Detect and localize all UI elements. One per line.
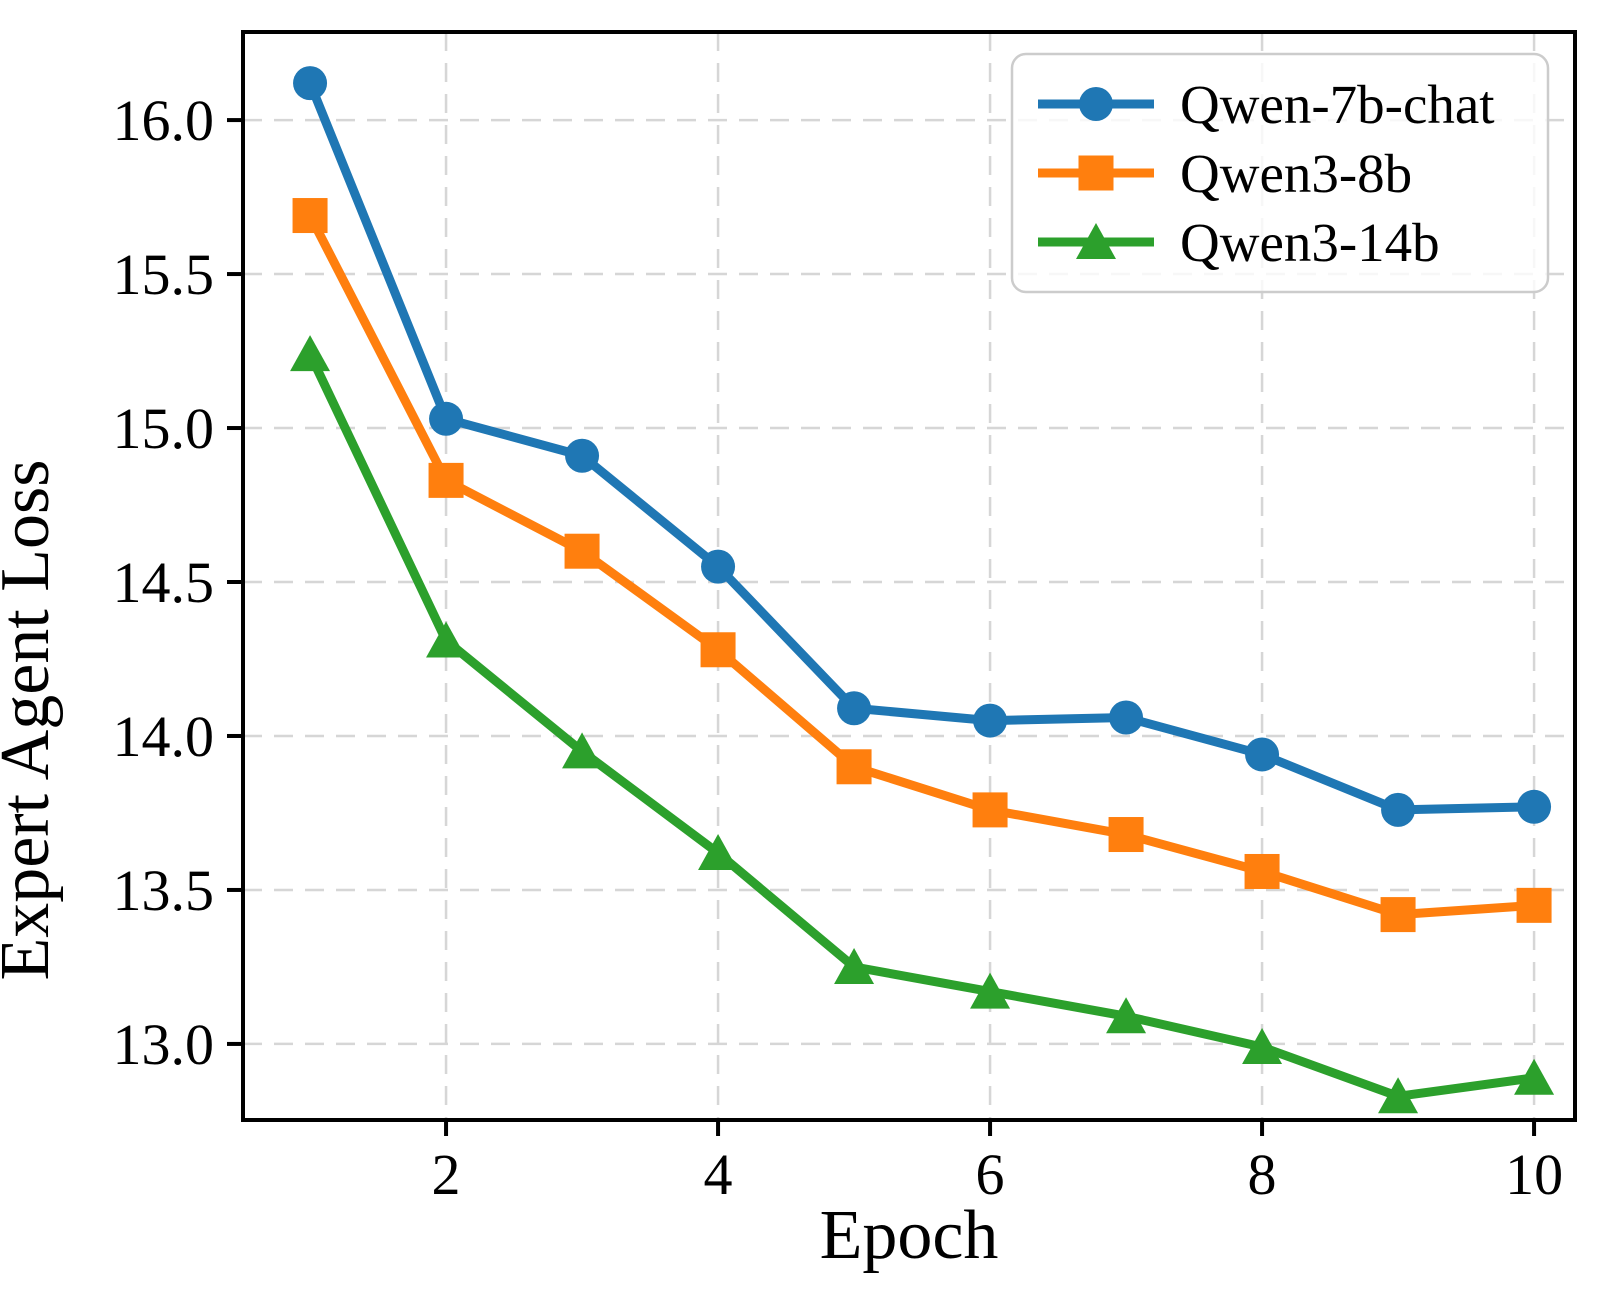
legend-square-marker [1078,155,1114,191]
legend-box [1010,52,1550,294]
circle-marker [701,549,736,584]
series-line [305,78,1539,815]
square-marker [1380,897,1416,933]
x-tick-label: 2 [432,1142,461,1207]
axes-group: 2 4 6 8 10 13.0 13.5 14.0 14.5 15.0 15.5 16.0 [113,30,1577,1207]
legend-circle-marker [1079,87,1113,121]
triangle-marker [1242,1028,1283,1065]
legend-triangle-marker [1076,223,1116,259]
legend-label: Qwen-7b-chat [1180,74,1495,135]
square-marker [1244,853,1280,889]
square-marker [972,792,1008,828]
triangle-marker [1514,1058,1555,1095]
circle-marker [565,438,600,473]
circle-marker [1109,700,1144,735]
triangle-marker [426,621,467,658]
x-tick-label: 10 [1505,1142,1563,1207]
square-marker [292,198,328,234]
legend-label: Qwen3-8b [1180,143,1412,204]
triangle-marker [834,947,875,984]
plot-border [241,30,1577,1122]
series-qwen3-8b [292,198,1552,933]
series-line [305,349,1539,1101]
triangle-marker [970,972,1011,1009]
x-axis-label: Epoch [820,1197,999,1274]
circle-marker [429,401,464,436]
legend-row: Qwen3-14b [1038,212,1440,273]
y-tick-label: 15.0 [113,396,215,461]
square-marker [1516,887,1552,923]
circle-marker [973,703,1008,738]
legend-row: Qwen-7b-chat [1038,74,1495,135]
y-tick-label: 16.0 [113,88,215,153]
circle-marker [1245,737,1280,772]
triangle-marker [1106,997,1147,1034]
square-marker [564,533,600,569]
y-tick-label: 14.5 [113,550,215,615]
series-line [305,211,1539,920]
triangle-marker [698,834,739,871]
series-qwen3-14b [290,335,1555,1114]
triangle-marker [562,732,603,769]
y-tick-label: 13.0 [113,1012,215,1077]
series-group [290,66,1555,1114]
y-axis-label: Expert Agent Loss [0,459,64,980]
series-qwen-7b-chat [293,66,1552,827]
circle-marker [837,691,872,726]
y-tick-label: 15.5 [113,242,215,307]
square-marker [428,462,464,498]
legend: Qwen-7b-chat Qwen3-8b Qwen3-14b [1010,52,1550,294]
legend-label: Qwen3-14b [1180,212,1440,273]
square-marker [700,632,736,668]
legend-row: Qwen3-8b [1038,143,1412,204]
triangle-marker [1378,1077,1419,1114]
square-marker [1108,817,1144,853]
x-tick-label: 4 [704,1142,733,1207]
circle-marker [293,66,328,101]
circle-marker [1517,789,1552,824]
x-tick-label: 8 [1248,1142,1277,1207]
square-marker [836,749,872,785]
x-tick-label: 6 [976,1142,1005,1207]
triangle-marker [290,335,331,372]
circle-marker [1381,792,1416,827]
y-tick-label: 14.0 [113,704,215,769]
y-tick-label: 13.5 [113,858,215,923]
